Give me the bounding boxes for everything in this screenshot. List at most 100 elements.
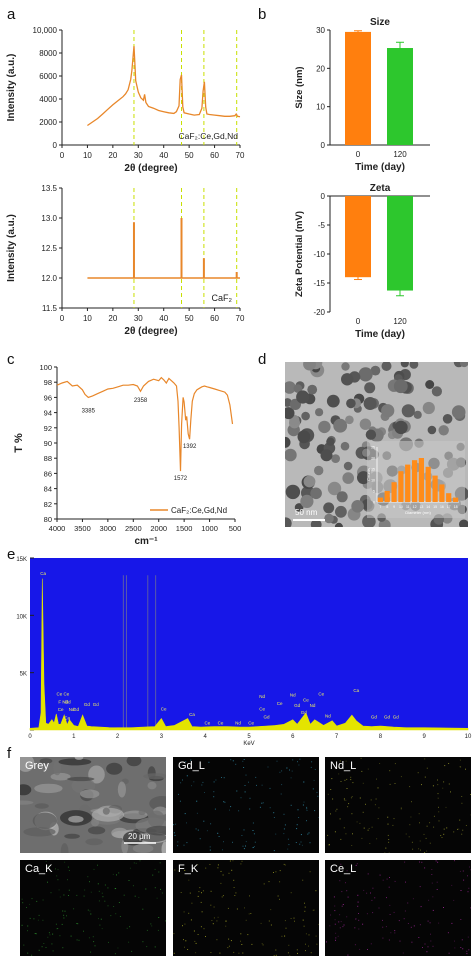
nanoparticle: [283, 398, 292, 407]
map-dot: [367, 873, 369, 875]
map-dot: [354, 944, 356, 946]
map-dot: [287, 952, 289, 954]
map-dot: [249, 808, 251, 810]
map-dot: [220, 871, 222, 872]
map-dot: [313, 909, 315, 911]
map-dot: [347, 954, 349, 956]
map-dot: [150, 923, 152, 925]
map-dot: [27, 930, 28, 932]
peak-label: Gd: [65, 700, 72, 705]
map-dot: [290, 804, 292, 806]
map-dot: [295, 842, 297, 843]
x-tick-label: 5: [247, 734, 251, 740]
x-tick-label: 120: [393, 150, 407, 159]
x-tick-label: 2: [116, 734, 120, 740]
map-dot: [45, 861, 47, 862]
map-dot: [460, 766, 462, 768]
map-dot: [48, 865, 50, 867]
map-dot: [437, 793, 439, 795]
map-dot: [243, 759, 245, 760]
peak-label: Nd: [259, 694, 265, 699]
map-dot: [371, 826, 373, 828]
map-dot: [57, 869, 59, 871]
map-dot: [365, 803, 366, 805]
y-tick-label: 0: [321, 192, 326, 201]
map-dot: [232, 760, 234, 762]
map-dot: [284, 864, 286, 866]
map-dot: [102, 896, 104, 898]
map-dot: [56, 928, 58, 930]
panel-letter-b: b: [258, 6, 267, 23]
map-dot: [376, 838, 378, 840]
map-dot: [178, 793, 179, 795]
map-dot: [50, 892, 52, 894]
nanoparticle: [413, 410, 422, 419]
map-dot: [338, 773, 340, 775]
map-dot: [339, 760, 341, 762]
map-dot: [63, 894, 65, 896]
map-dot: [21, 898, 23, 900]
x-tick-label: 70: [236, 151, 245, 160]
map-dot: [183, 844, 185, 846]
sem-texture: [126, 757, 142, 767]
peak-label: 2358: [134, 398, 148, 404]
map-dot: [174, 869, 176, 871]
map-dot: [390, 932, 392, 934]
map-dot: [308, 934, 310, 936]
map-dot: [420, 906, 422, 908]
inset-bar: [425, 466, 431, 502]
inset-bar: [432, 475, 438, 502]
inset-y-tick-label: 15: [371, 468, 375, 472]
map-dot: [302, 919, 304, 921]
peak-label: Gd: [93, 702, 100, 707]
sem-texture: [20, 784, 32, 796]
map-dot: [240, 863, 242, 865]
map-dot: [308, 945, 309, 947]
sem-texture: [23, 827, 56, 837]
map-dot: [355, 864, 357, 866]
y-axis-label: T %: [13, 433, 25, 453]
map-dot: [223, 801, 225, 803]
map-dot: [203, 928, 205, 930]
map-dot: [454, 940, 455, 942]
map-dot: [359, 948, 361, 950]
sem-texture: [64, 833, 80, 839]
peak-label: Ce: [248, 720, 254, 725]
nanoparticle: [341, 362, 350, 371]
map-dot: [470, 869, 471, 871]
map-dot: [216, 939, 218, 941]
map-dot: [435, 860, 437, 862]
peak-label: Ca: [40, 571, 46, 576]
mapping-tile-label: Grey: [25, 760, 49, 772]
map-dot: [462, 829, 464, 831]
map-dot: [281, 784, 283, 786]
map-dot: [330, 914, 331, 916]
sem-texture: [146, 825, 166, 836]
sem-texture: [60, 843, 69, 853]
nanoparticle: [359, 418, 372, 430]
map-dot: [152, 874, 154, 876]
map-dot: [334, 905, 336, 907]
map-dot: [182, 779, 183, 781]
map-dot: [389, 914, 391, 915]
map-dot: [245, 841, 247, 843]
y-tick-label: 8000: [39, 49, 57, 58]
map-dot: [154, 887, 156, 889]
map-dot: [31, 898, 33, 900]
map-dot: [407, 902, 409, 904]
map-dot: [338, 921, 340, 923]
map-dot: [180, 892, 182, 893]
sem-texture: [67, 776, 95, 782]
x-tick-label: 120: [393, 317, 407, 326]
nanoparticle: [324, 513, 334, 524]
map-dot: [126, 927, 128, 929]
map-dot: [251, 943, 253, 945]
map-dot: [157, 929, 159, 931]
x-tick-label: 20: [108, 151, 117, 160]
map-dot: [340, 781, 342, 782]
map-dot: [221, 777, 222, 778]
map-dot: [315, 935, 317, 937]
map-dot: [56, 875, 58, 877]
map-dot: [329, 925, 331, 927]
map-dot: [52, 933, 54, 935]
